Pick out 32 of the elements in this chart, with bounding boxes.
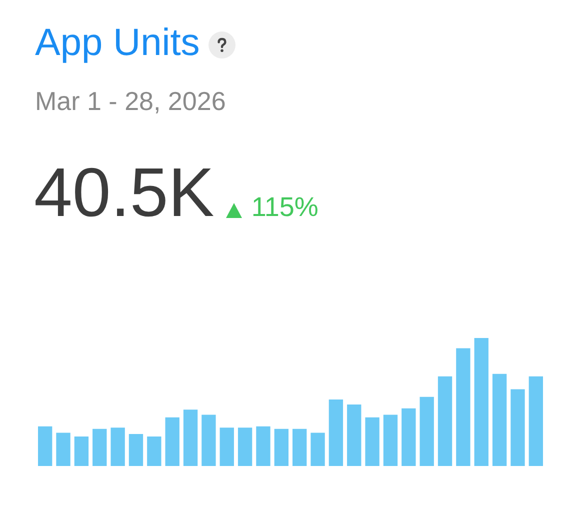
bar [256,426,270,466]
bar [456,348,470,466]
bar [56,432,70,466]
bar [510,389,525,466]
bar [165,417,180,466]
bar [438,376,452,466]
chart-subtitle: Mar 1 - 28, 2026 [35,86,226,116]
bar [402,408,416,466]
bar [365,417,380,466]
bar [110,428,125,466]
bar [147,436,162,466]
bar [38,426,52,466]
bar [74,436,89,466]
text: 40.5K [34,154,214,231]
bar [274,428,288,466]
bar [528,376,543,466]
bar [474,338,488,466]
chart-title: App Units [35,22,200,64]
bar [292,428,307,466]
bar [383,414,398,466]
bar [310,432,325,466]
bar [347,404,362,466]
text: 115% [251,192,318,222]
bar [492,374,507,466]
bar [128,434,144,466]
bar [238,428,252,466]
bar [183,410,198,466]
bar [420,396,434,466]
bar [92,428,107,466]
bar [328,399,344,466]
bar [220,428,234,466]
bar [202,414,216,466]
